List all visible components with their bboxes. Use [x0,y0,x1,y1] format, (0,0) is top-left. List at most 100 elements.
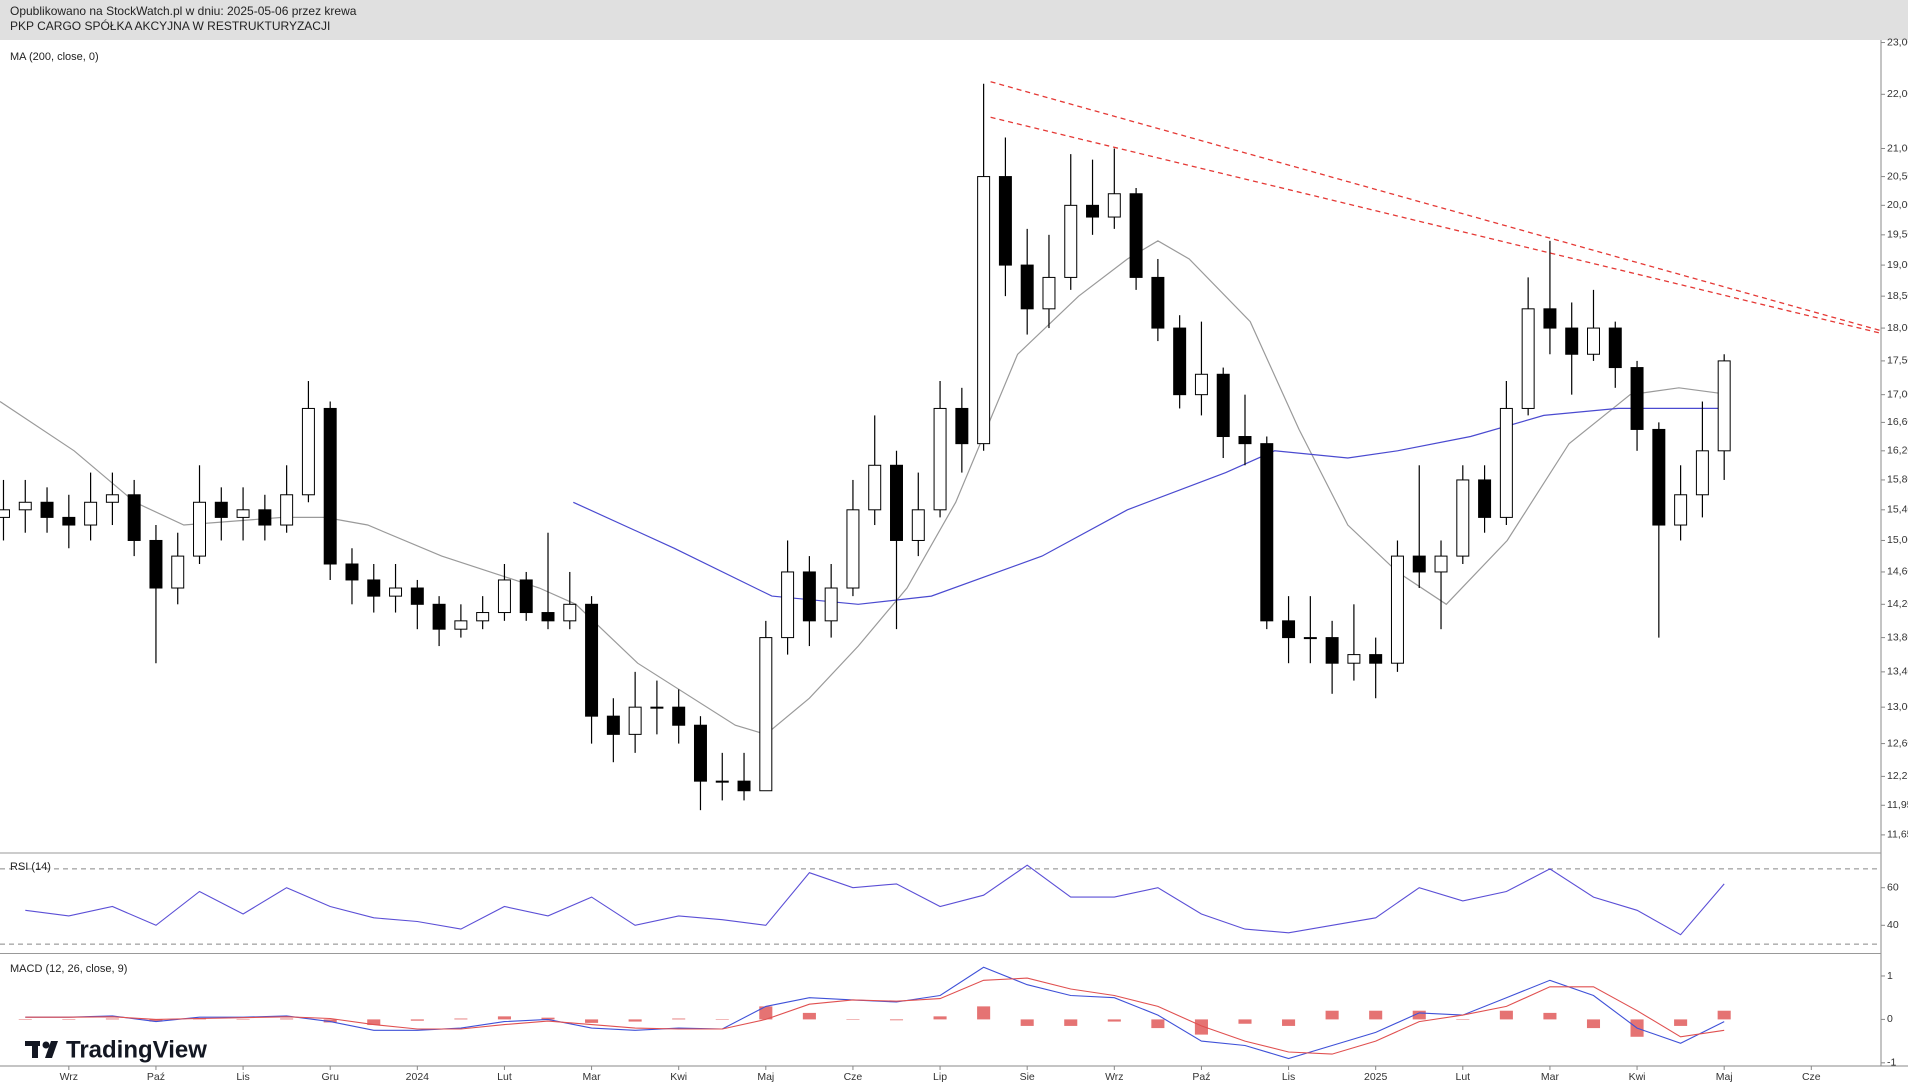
candle-body [0,509,10,518]
candle-body [606,715,620,735]
candle-body [650,706,664,709]
candle-body [1282,620,1296,639]
y-tick-label: 13,00 [1887,701,1908,713]
candle-body [476,612,490,622]
histogram-bar [1456,1019,1470,1020]
histogram-bar [410,1019,424,1021]
candle-body [1674,494,1688,526]
candle-body [1303,637,1317,640]
histogram-bar [585,1019,599,1023]
histogram-bar [1325,1010,1339,1020]
candle-body [933,407,947,511]
candle-body [1652,428,1666,526]
candle-body [280,494,294,526]
y-tick-label: 1 [1887,970,1893,982]
candle-body [541,612,555,622]
candle-body [1630,367,1644,430]
rsi-line [25,864,1725,936]
y-tick-label: 13,40 [1887,666,1908,678]
y-tick-label: 14,20 [1887,598,1908,610]
pane-legend: MACD (12, 26, close, 9) [10,963,127,975]
candle-body [1260,443,1274,622]
x-tick-label: Paź [1192,1071,1210,1083]
histogram-bar [1543,1012,1557,1020]
y-tick-label: 23,00 [1887,36,1908,48]
histogram-bar [802,1012,816,1020]
candle-body [40,501,54,518]
y-tick-label: 21,00 [1887,142,1908,154]
logo-icon [32,1041,38,1058]
x-tick-label: Wrz [1105,1071,1123,1083]
pane-legend: MA (200, close, 0) [10,51,99,63]
x-tick-label: Cze [844,1071,863,1083]
candle-body [1543,308,1557,329]
x-tick-label: 2024 [406,1071,430,1083]
candle-body [759,637,773,792]
x-tick-label: Lis [236,1071,249,1083]
candle-body [1020,264,1034,310]
moving-average [0,240,1731,736]
candle-body [585,603,599,717]
histogram-bar [497,1016,511,1020]
x-tick-label: Gru [321,1071,339,1083]
candle-body [258,509,272,526]
histogram-bar [672,1018,686,1020]
candle-body [1412,555,1426,573]
histogram-bar [1020,1019,1034,1026]
candle-body [628,706,642,735]
y-tick-label: 16,60 [1887,416,1908,428]
candle-body [1390,555,1404,664]
candle-body [911,509,925,541]
candle-body [1587,327,1600,355]
x-tick-label: Maj [1716,1071,1733,1083]
histogram-bar [1194,1019,1208,1035]
y-tick-label: 15,80 [1887,474,1908,486]
candle-body [236,509,250,518]
candle-body [1608,327,1622,369]
candle-body [1521,308,1535,409]
y-tick-label: 16,20 [1887,445,1908,457]
histogram-bar [236,1018,250,1020]
candle-body [323,407,337,565]
candle-body [1107,193,1121,218]
histogram-bar [18,1019,32,1020]
candle-body [410,587,424,605]
candle-body [955,407,969,445]
y-tick-label: 19,50 [1887,229,1908,241]
candle-body [1042,276,1056,310]
logo-icon [45,1041,58,1058]
candle-body [519,579,533,614]
candle-body [781,571,795,639]
macd-line [25,977,1725,1055]
histogram-bar [1107,1019,1121,1022]
y-tick-label: 40 [1887,919,1899,931]
candle-body [1086,204,1100,218]
histogram-bar [105,1018,119,1020]
candle-body [497,579,511,614]
y-tick-label: 12,60 [1887,737,1908,749]
logo: TradingView [25,1036,207,1063]
candle-body [1216,373,1230,438]
candle-body [998,176,1012,266]
x-tick-label: Cze [1802,1071,1821,1083]
candle-body [345,563,359,581]
histogram-bar [1151,1019,1165,1029]
histogram-bar [889,1019,904,1021]
trend-line [990,81,1882,332]
candle-body [105,494,119,503]
histogram-bar [846,1019,860,1020]
x-tick-label: Kwi [670,1071,687,1083]
histogram-bar [628,1019,642,1022]
y-tick-label: 13,80 [1887,631,1908,643]
header-line: PKP CARGO SPÓŁKA AKCYJNA W RESTRUKTURYZA… [10,18,330,33]
candle-body [824,587,838,622]
candle-body [737,780,751,792]
candle-body [127,494,141,541]
histogram-bar [149,1019,163,1022]
candle-body [1434,555,1448,573]
candle-body [1129,193,1143,278]
x-tick-label: Paź [147,1071,165,1083]
candle-body [18,501,32,511]
candle-body [1565,327,1579,355]
